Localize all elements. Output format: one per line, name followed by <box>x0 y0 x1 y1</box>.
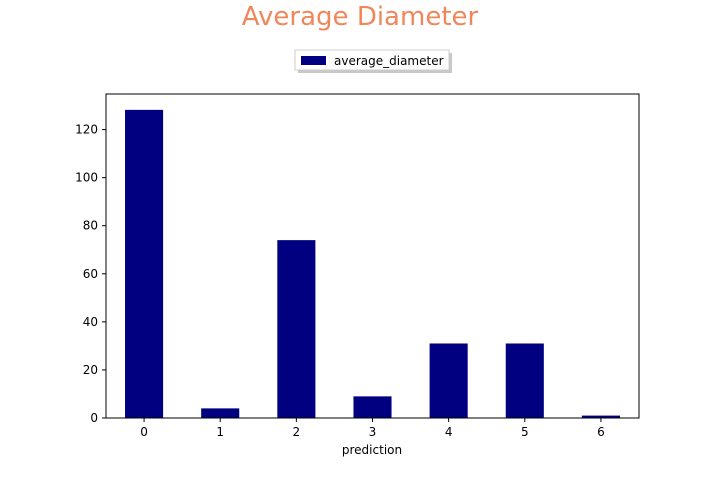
y-tick-label: 40 <box>83 315 98 329</box>
x-tick-label: 5 <box>521 425 529 439</box>
bar-4 <box>429 343 468 418</box>
legend-box <box>294 49 450 71</box>
x-tick-label: 2 <box>293 425 301 439</box>
y-tick-label: 0 <box>90 411 98 425</box>
x-tick-label: 6 <box>597 425 605 439</box>
y-tick-label: 100 <box>75 171 98 185</box>
axes-frame <box>105 93 640 419</box>
x-tick-label: 0 <box>140 425 148 439</box>
x-tick-label: 1 <box>216 425 224 439</box>
plot-area <box>125 109 620 419</box>
bar-2 <box>277 240 316 418</box>
x-tick-label: 4 <box>445 425 453 439</box>
x-axis-label: prediction <box>342 443 402 457</box>
y-tick-label: 120 <box>75 123 98 137</box>
legend: average_diameter <box>294 49 452 73</box>
legend-swatch <box>301 56 326 65</box>
bar-6 <box>581 415 620 418</box>
y-axis: 0 20 40 60 80 100 120 <box>75 123 106 425</box>
bar-3 <box>353 396 392 418</box>
x-axis: 0 1 2 3 4 5 6 <box>140 418 605 439</box>
y-tick-label: 60 <box>83 267 98 281</box>
x-tick-label: 3 <box>369 425 377 439</box>
bar-0 <box>125 109 164 419</box>
bar-5 <box>505 343 544 418</box>
y-tick-label: 80 <box>83 219 98 233</box>
legend-label: average_diameter <box>334 54 444 68</box>
y-tick-label: 20 <box>83 363 98 377</box>
chart-title: Average Diameter <box>241 2 479 32</box>
bar-1 <box>201 408 240 418</box>
